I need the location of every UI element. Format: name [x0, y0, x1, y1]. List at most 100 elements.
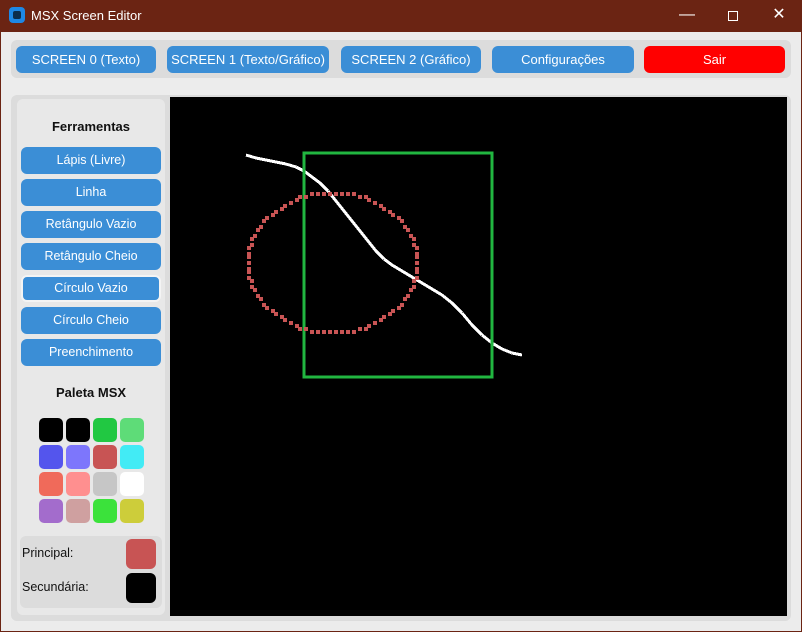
- palette-swatch[interactable]: [39, 499, 63, 523]
- circle-pixel: [403, 297, 407, 301]
- circle-pixel: [271, 213, 275, 217]
- circle-pixel: [274, 312, 278, 316]
- palette-swatch[interactable]: [66, 445, 90, 469]
- circle-pixel: [259, 225, 263, 229]
- circle-pixel: [280, 207, 284, 211]
- circle-pixel: [412, 237, 416, 241]
- palette-swatch[interactable]: [39, 418, 63, 442]
- circle-pixel: [397, 216, 401, 220]
- palette-swatch[interactable]: [120, 418, 144, 442]
- circle-pixel: [340, 330, 344, 334]
- palette-swatch[interactable]: [93, 499, 117, 523]
- circle-pixel: [403, 225, 407, 229]
- circle-pixel: [250, 279, 254, 283]
- circle-pixel: [373, 201, 377, 205]
- settings-button[interactable]: Configurações: [492, 46, 634, 73]
- palette-swatch[interactable]: [93, 445, 117, 469]
- tool-line-button[interactable]: Linha: [21, 179, 161, 206]
- screen0-button[interactable]: SCREEN 0 (Texto): [16, 46, 156, 73]
- circle-pixel: [247, 261, 251, 265]
- circle-pixel: [283, 318, 287, 322]
- circle-pixel: [406, 294, 410, 298]
- selected-colors-panel: Principal: Secundária:: [20, 536, 162, 608]
- circle-pixel: [322, 192, 326, 196]
- circle-pixel: [400, 303, 404, 307]
- circle-pixel: [274, 210, 278, 214]
- circle-pixel: [415, 261, 419, 265]
- circle-pixel: [415, 246, 419, 250]
- circle-pixel: [253, 288, 257, 292]
- circle-pixel: [250, 243, 254, 247]
- palette-swatch[interactable]: [120, 472, 144, 496]
- title-bar: MSX Screen Editor — ✕: [0, 0, 802, 32]
- palette-swatch[interactable]: [39, 445, 63, 469]
- circle-pixel: [259, 297, 263, 301]
- tool-rect-outline-button[interactable]: Retângulo Vazio: [21, 211, 161, 238]
- circle-pixel: [367, 324, 371, 328]
- line-segment: [358, 230, 370, 242]
- circle-pixel: [346, 192, 350, 196]
- screen2-button[interactable]: SCREEN 2 (Gráfico): [341, 46, 481, 73]
- close-button[interactable]: ✕: [756, 0, 802, 32]
- circle-pixel: [364, 327, 368, 331]
- secondary-color-swatch[interactable]: [126, 573, 156, 603]
- circle-pixel: [415, 267, 419, 271]
- tool-pencil-button[interactable]: Lápis (Livre): [21, 147, 161, 174]
- palette-swatch[interactable]: [120, 499, 144, 523]
- circle-pixel: [250, 237, 254, 241]
- circle-pixel: [328, 330, 332, 334]
- minimize-button[interactable]: —: [664, 0, 710, 32]
- circle-pixel: [265, 306, 269, 310]
- circle-pixel: [412, 285, 416, 289]
- circle-pixel: [382, 207, 386, 211]
- palette-swatch[interactable]: [66, 499, 90, 523]
- circle-pixel: [247, 246, 251, 250]
- msx-palette: [35, 414, 147, 526]
- palette-swatch[interactable]: [93, 472, 117, 496]
- line-segment: [401, 269, 413, 279]
- circle-pixel: [247, 255, 251, 259]
- line-segment: [450, 301, 464, 315]
- circle-pixel: [409, 288, 413, 292]
- circle-pixel: [247, 276, 251, 280]
- circle-pixel: [400, 219, 404, 223]
- line-segment: [481, 333, 493, 345]
- circle-pixel: [415, 276, 419, 280]
- circle-pixel: [352, 330, 356, 334]
- tool-fill-button[interactable]: Preenchimento: [21, 339, 161, 366]
- primary-color-swatch[interactable]: [126, 539, 156, 569]
- line-segment: [391, 263, 403, 273]
- palette-swatch[interactable]: [66, 472, 90, 496]
- palette-swatch[interactable]: [66, 418, 90, 442]
- circle-pixel: [415, 252, 419, 256]
- line-segment: [383, 257, 393, 267]
- tool-circle-outline-button[interactable]: Círculo Vazio: [21, 275, 161, 302]
- palette-swatch[interactable]: [120, 445, 144, 469]
- circle-pixel: [247, 252, 251, 256]
- screen1-button[interactable]: SCREEN 1 (Texto/Gráfico): [167, 46, 329, 73]
- palette-swatch[interactable]: [93, 418, 117, 442]
- main-frame: Ferramentas Lápis (Livre) Linha Retângul…: [11, 95, 791, 621]
- circle-pixel: [328, 192, 332, 196]
- circle-pixel: [283, 204, 287, 208]
- circle-pixel: [358, 327, 362, 331]
- drawing-canvas[interactable]: [170, 97, 787, 616]
- circle-pixel: [358, 195, 362, 199]
- palette-swatch[interactable]: [39, 472, 63, 496]
- line-segment: [460, 312, 474, 326]
- window-title: MSX Screen Editor: [31, 8, 142, 23]
- tool-rect-filled-button[interactable]: Retângulo Cheio: [21, 243, 161, 270]
- circle-pixel: [253, 234, 257, 238]
- circle-pixel: [409, 234, 413, 238]
- exit-button[interactable]: Sair: [644, 46, 785, 73]
- circle-pixel: [256, 228, 260, 232]
- line-segment: [265, 158, 277, 164]
- line-segment: [501, 347, 513, 355]
- screen-toolbar: SCREEN 0 (Texto) SCREEN 1 (Texto/Gráfico…: [11, 40, 791, 78]
- circle-pixel: [289, 321, 293, 325]
- circle-pixel: [271, 309, 275, 313]
- circle-pixel: [304, 327, 308, 331]
- maximize-button[interactable]: [710, 0, 756, 32]
- circle-pixel: [391, 213, 395, 217]
- tool-circle-filled-button[interactable]: Círculo Cheio: [21, 307, 161, 334]
